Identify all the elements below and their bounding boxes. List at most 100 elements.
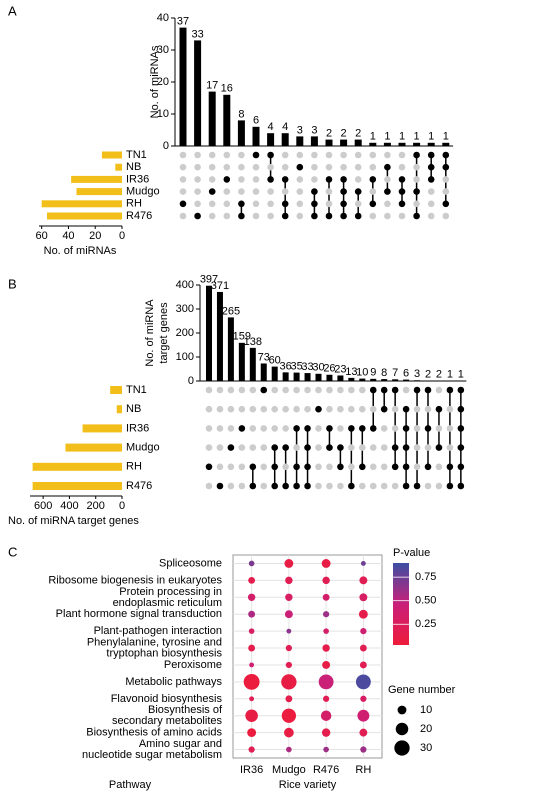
matrix-dot xyxy=(252,151,260,159)
intersection-bar xyxy=(271,366,278,381)
pathway-label-line: Biosynthesis of xyxy=(148,704,223,716)
matrix-dot xyxy=(435,405,443,413)
matrix-dot xyxy=(326,425,333,432)
intersection-bar xyxy=(208,91,216,146)
bar-value-label: 9 xyxy=(370,367,376,379)
matrix-dot xyxy=(252,200,260,208)
dot xyxy=(285,593,293,601)
matrix-dot xyxy=(227,405,235,413)
matrix-dot xyxy=(260,386,268,394)
intersection-bar xyxy=(179,27,187,147)
bar-value-label: 1 xyxy=(447,369,453,381)
matrix-dot xyxy=(398,200,406,208)
x-tick-label: 0 xyxy=(119,230,125,242)
matrix-dot xyxy=(359,444,366,451)
matrix-dot xyxy=(340,212,347,220)
matrix-dot xyxy=(238,188,245,195)
matrix-dot xyxy=(238,405,246,413)
matrix-dot xyxy=(238,176,245,183)
x-tick-label: 400 xyxy=(60,500,78,512)
set-label: IR36 xyxy=(126,422,149,434)
intersection-bar xyxy=(392,379,399,381)
matrix-dot xyxy=(208,200,216,208)
matrix-dot xyxy=(457,482,465,490)
matrix-dot xyxy=(384,212,391,220)
size-legend-label: 20 xyxy=(420,723,432,735)
matrix-dot xyxy=(380,405,388,413)
dot xyxy=(360,561,366,566)
set-label: NB xyxy=(126,161,141,173)
matrix-dot xyxy=(325,151,333,159)
bar-value-label: 73 xyxy=(258,351,270,363)
pathway-label: Amino sugar and nucleotide sugar metaboli… xyxy=(82,738,222,761)
intersection-bar xyxy=(304,373,311,381)
set-label: TN1 xyxy=(126,384,147,396)
matrix-dot xyxy=(296,176,304,183)
intersection-bar xyxy=(348,377,355,381)
matrix-dot xyxy=(369,482,377,490)
matrix-dot xyxy=(413,163,420,171)
y-tick-label: 0 xyxy=(163,140,169,152)
matrix-dot xyxy=(227,444,235,451)
matrix-dot xyxy=(391,425,399,432)
matrix-dot xyxy=(238,386,246,394)
intersection-bar xyxy=(369,142,377,146)
matrix-dot xyxy=(369,444,377,451)
matrix-dot xyxy=(442,212,450,220)
intersection-bar xyxy=(326,374,333,381)
bar-value-label: 1 xyxy=(399,131,405,143)
pathway-label: Metabolic pathways xyxy=(125,676,222,688)
matrix-dot xyxy=(413,482,421,490)
bar-value-label: 2 xyxy=(326,128,332,140)
matrix-dot xyxy=(223,212,231,220)
matrix-dot xyxy=(271,405,279,413)
matrix-dot xyxy=(227,463,235,471)
matrix-dot xyxy=(304,386,311,394)
matrix-dot xyxy=(296,163,304,171)
y-tick-label: 10 xyxy=(157,108,169,120)
size-legend-label: 10 xyxy=(420,704,432,716)
panel-label: A xyxy=(8,3,17,18)
matrix-dot xyxy=(205,444,213,451)
dot xyxy=(248,644,256,652)
dot xyxy=(320,710,332,721)
matrix-dot xyxy=(293,444,300,451)
matrix-dot xyxy=(427,176,435,183)
pathway-label-line: Metabolic pathways xyxy=(125,676,222,688)
matrix-dot xyxy=(337,463,344,471)
matrix-dot xyxy=(380,444,388,451)
matrix-dot xyxy=(326,386,333,394)
pathway-label-line: Peroxisome xyxy=(164,659,222,671)
matrix-dot xyxy=(227,425,235,432)
matrix-dot xyxy=(194,151,201,159)
matrix-dot xyxy=(413,405,421,413)
dot xyxy=(248,610,256,618)
bar-value-label: 159 xyxy=(233,331,251,343)
matrix-dot xyxy=(369,212,377,220)
dot xyxy=(321,728,331,737)
matrix-dot xyxy=(427,188,435,195)
set-size-bar xyxy=(110,386,122,394)
y-axis-title: No. of miRNAs xyxy=(149,45,161,118)
bar-value-label: 3 xyxy=(311,124,317,136)
bar-value-label: 13 xyxy=(345,366,357,378)
matrix-dot xyxy=(424,444,432,451)
matrix-dot xyxy=(337,425,344,432)
colorbar-tick-label: 0.75 xyxy=(415,571,436,583)
dot xyxy=(284,610,293,619)
bar-value-label: 4 xyxy=(268,121,274,133)
dot xyxy=(359,644,367,652)
dot xyxy=(284,727,294,738)
pathway-label-line: Amino sugar and xyxy=(139,738,222,750)
bar-value-label: 36 xyxy=(280,360,292,372)
intersection-bar xyxy=(282,372,289,381)
matrix-dot xyxy=(282,405,289,413)
intersection-bar xyxy=(403,379,410,381)
matrix-dot xyxy=(282,482,289,490)
matrix-dot xyxy=(315,425,322,432)
matrix-dot xyxy=(359,425,366,432)
matrix-dot xyxy=(304,405,311,413)
x-axis-title: Rice variety xyxy=(279,779,337,791)
y-axis-title: Pathway xyxy=(109,779,152,791)
dot xyxy=(322,695,330,702)
